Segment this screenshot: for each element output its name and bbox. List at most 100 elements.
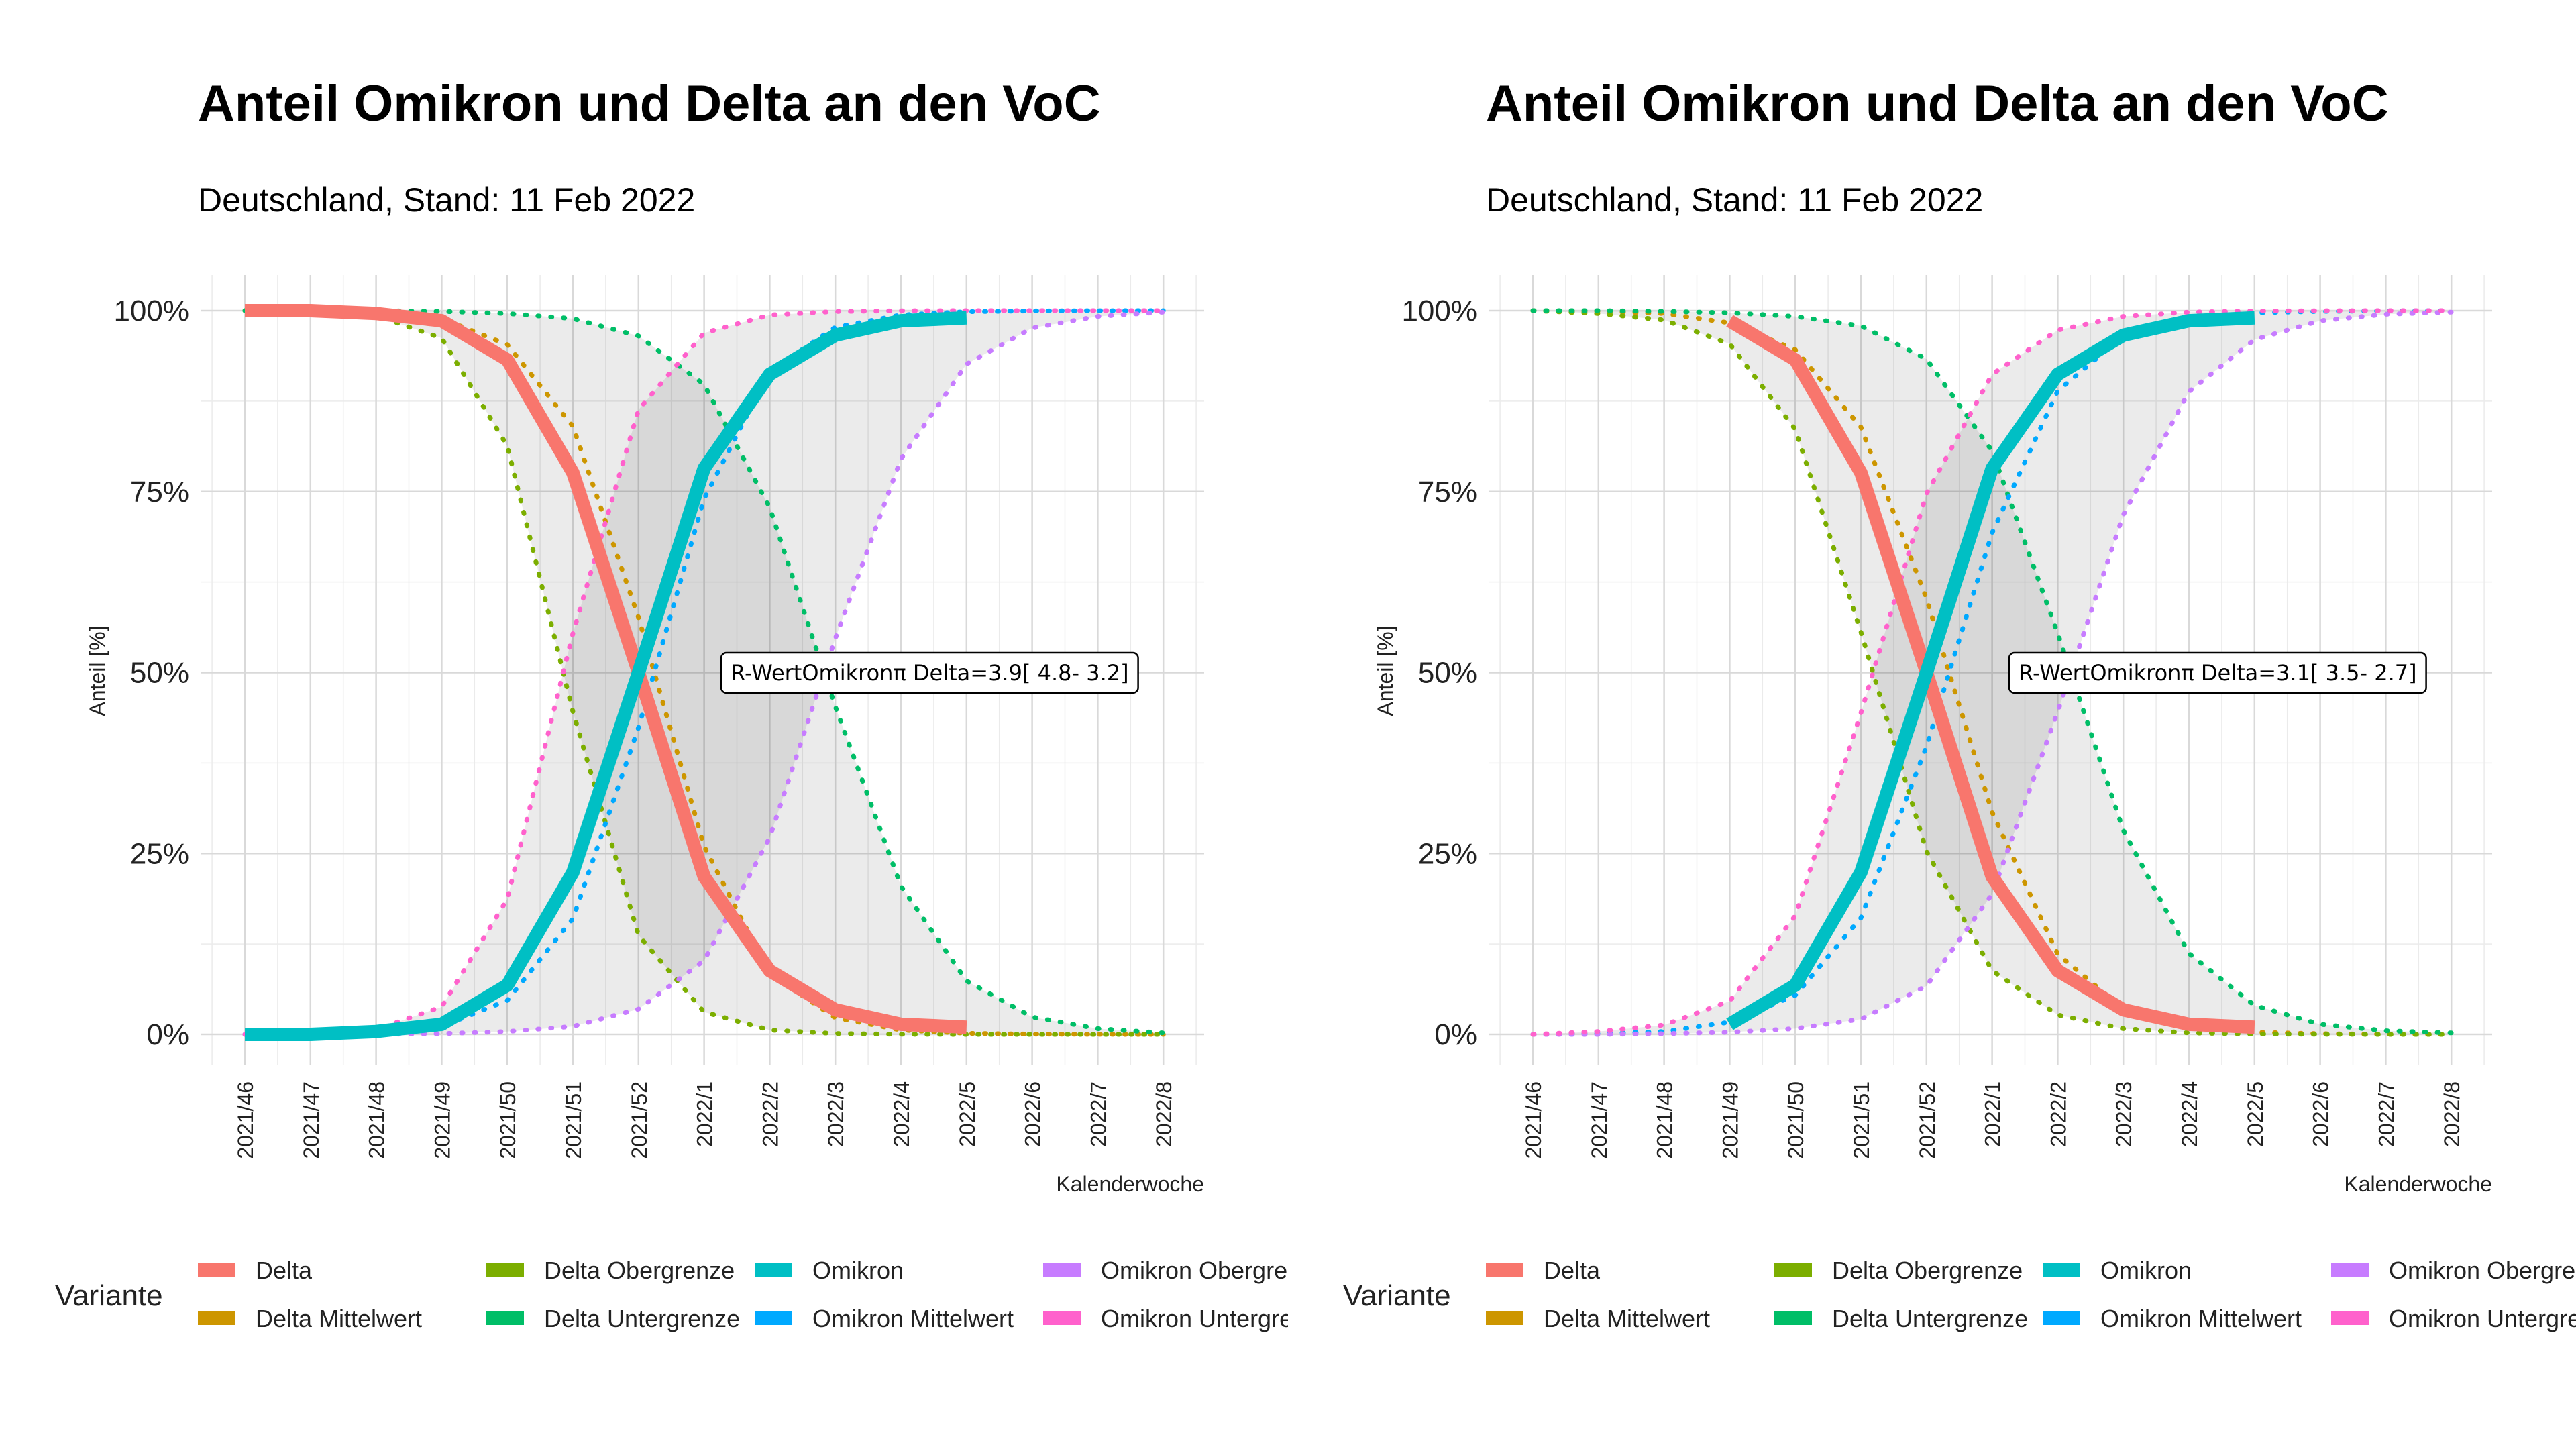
chart-panel-left: Anteil Omikron und Delta an den VoC Deut… <box>55 75 1288 1332</box>
legend-label: Omikron Mittelwert <box>2100 1305 2302 1332</box>
x-tick-label: 2021/51 <box>1849 1081 1874 1159</box>
legend-item-delta: Delta <box>198 1256 313 1284</box>
legend-swatch <box>2331 1311 2369 1325</box>
legend-swatch <box>1774 1263 1812 1277</box>
x-tick-label: 2022/7 <box>2374 1081 2398 1147</box>
legend-item-delta-obergrenze: Delta Obergrenze <box>1774 1256 2023 1284</box>
chart-left: Anteil Omikron und Delta an den VoC Deut… <box>55 75 1288 1332</box>
legend-title: Variante <box>55 1279 163 1312</box>
legend-swatch <box>2043 1311 2080 1325</box>
x-tick-label: 2021/50 <box>1784 1081 1808 1159</box>
legend-swatch <box>486 1263 524 1277</box>
x-tick-label: 2021/52 <box>1915 1081 1939 1159</box>
y-tick-label: 100% <box>113 294 189 327</box>
legend-label: Delta Untergrenze <box>1832 1305 2028 1332</box>
x-tick-label: 2021/49 <box>430 1081 454 1159</box>
legend-swatch <box>198 1263 235 1277</box>
series-omikron-obergrenze <box>1530 309 2454 1037</box>
legend-swatch <box>2043 1263 2080 1277</box>
legend-label: Omikron Obergrenze <box>2389 1256 2576 1284</box>
legend-swatch <box>198 1311 235 1325</box>
series-omikron-untergrenze <box>1530 308 2454 1037</box>
y-tick-label: 50% <box>1418 657 1477 690</box>
x-tick-label: 2021/48 <box>365 1081 389 1159</box>
legend-item-omikron-mittelwert: Omikron Mittelwert <box>755 1305 1014 1332</box>
x-tick-label: 2022/8 <box>2440 1081 2464 1147</box>
x-tick-label: 2021/46 <box>1521 1081 1546 1159</box>
chart-title: Anteil Omikron und Delta an den VoC <box>198 75 1101 132</box>
legend-item-omikron: Omikron <box>755 1256 904 1284</box>
x-tick-label: 2021/50 <box>496 1081 520 1159</box>
y-tick-label: 75% <box>130 476 189 508</box>
chart-title: Anteil Omikron und Delta an den VoC <box>1486 75 2389 132</box>
series-omikron <box>1726 311 2255 1030</box>
chart-subtitle: Deutschland, Stand: 11 Feb 2022 <box>198 181 695 219</box>
legend-item-delta-obergrenze: Delta Obergrenze <box>486 1256 735 1284</box>
x-tick-label: 2021/52 <box>627 1081 651 1159</box>
legend-title: Variante <box>1343 1279 1451 1312</box>
x-tick-label: 2022/4 <box>890 1081 914 1147</box>
x-tick-label: 2022/2 <box>2046 1081 2070 1147</box>
x-tick-label: 2022/1 <box>1981 1081 2005 1147</box>
y-tick-label: 25% <box>130 837 189 870</box>
omikron-ci-ribbon <box>245 311 1164 1034</box>
legend-item-delta-untergrenze: Delta Untergrenze <box>486 1305 740 1332</box>
annotation-text: R-WertOmikronπ Delta=3.1[ 3.5- 2.7] <box>2019 660 2417 686</box>
x-tick-label: 2022/7 <box>1086 1081 1110 1147</box>
legend-label: Delta <box>256 1256 313 1284</box>
x-tick-label: 2021/49 <box>1718 1081 1742 1159</box>
x-axis-label: Kalenderwoche <box>2344 1172 2492 1196</box>
legend-item-delta-mittelwert: Delta Mittelwert <box>1486 1305 1710 1332</box>
plot-area: 0% 25% 50% 75% 100% 2021/46 2021/47 2021/48 2021… <box>113 275 1204 1159</box>
legend-swatch <box>755 1311 792 1325</box>
legend-item-omikron-mittelwert: Omikron Mittelwert <box>2043 1305 2302 1332</box>
chart-panel-right: Anteil Omikron und Delta an den VoC Deut… <box>1288 0 2576 1449</box>
legend-swatch <box>486 1311 524 1325</box>
delta-ci-ribbon <box>1533 311 2452 1034</box>
x-axis-label: Kalenderwoche <box>1056 1172 1204 1196</box>
legend-swatch <box>1774 1311 1812 1325</box>
legend-item-omikron-untergrenze: Omikron Untergrenze <box>2331 1305 2576 1332</box>
x-tick-label: 2022/4 <box>2178 1081 2202 1147</box>
legend-item-omikron-untergrenze: Omikron Untergrenze <box>1043 1305 1288 1332</box>
series-delta-obergrenze <box>1530 308 2454 1037</box>
legend-item-delta: Delta <box>1486 1256 1601 1284</box>
annotation-label: R-WertOmikronπ Delta=3.1[ 3.5- 2.7] <box>2008 651 2427 694</box>
legend-label: Delta <box>1544 1256 1601 1284</box>
legend-label: Delta Mittelwert <box>1544 1305 1710 1332</box>
y-axis-label: Anteil [%] <box>1373 625 1397 716</box>
series-delta-untergrenze <box>1530 308 2454 1036</box>
legend-item-omikron-obergrenze: Omikron Obergrenze <box>1043 1256 1288 1284</box>
y-tick-label: 50% <box>130 657 189 690</box>
legend-label: Omikron <box>812 1256 904 1284</box>
y-tick-label: 100% <box>1401 294 1477 327</box>
annotation-text: R-WertOmikronπ Delta=3.9[ 4.8- 3.2] <box>731 660 1129 686</box>
legend-label: Omikron Mittelwert <box>812 1305 1014 1332</box>
x-tick-label: 2022/5 <box>2243 1081 2267 1147</box>
legend-item-omikron: Omikron <box>2043 1256 2192 1284</box>
plot-area: 0% 25% 50% 75% 100% 2021/46 2021/47 2021/48 2021… <box>1401 275 2492 1159</box>
x-tick-label: 2021/48 <box>1653 1081 1677 1159</box>
x-tick-label: 2022/6 <box>2309 1081 2333 1147</box>
legend-swatch <box>1043 1263 1081 1277</box>
legend: Variante Delta Delta Mittelwert Delta Ober… <box>1343 1256 2576 1332</box>
legend: Variante Delta Delta Mittelwert Delta Ober… <box>55 1256 1288 1332</box>
chart-subtitle: Deutschland, Stand: 11 Feb 2022 <box>1486 181 1983 219</box>
series-omikron-untergrenze <box>242 308 1166 1037</box>
y-tick-label: 0% <box>1434 1018 1477 1051</box>
legend-label: Omikron <box>2100 1256 2192 1284</box>
x-tick-label: 2022/6 <box>1021 1081 1045 1147</box>
x-tick-label: 2022/3 <box>2112 1081 2136 1147</box>
legend-label: Delta Untergrenze <box>544 1305 740 1332</box>
y-tick-label: 25% <box>1418 837 1477 870</box>
legend-swatch <box>1043 1311 1081 1325</box>
series-delta-mittelwert <box>1530 308 2454 1037</box>
annotation-box <box>2008 651 2427 694</box>
y-tick-label: 0% <box>146 1018 189 1051</box>
legend-item-omikron-obergrenze: Omikron Obergrenze <box>2331 1256 2576 1284</box>
y-tick-label: 75% <box>1418 476 1477 508</box>
series-omikron-mittelwert <box>1530 308 2454 1037</box>
x-tick-label: 2021/47 <box>1587 1081 1611 1159</box>
chart-right: Anteil Omikron und Delta an den VoC Deut… <box>1343 75 2576 1332</box>
y-axis-label: Anteil [%] <box>85 625 109 716</box>
